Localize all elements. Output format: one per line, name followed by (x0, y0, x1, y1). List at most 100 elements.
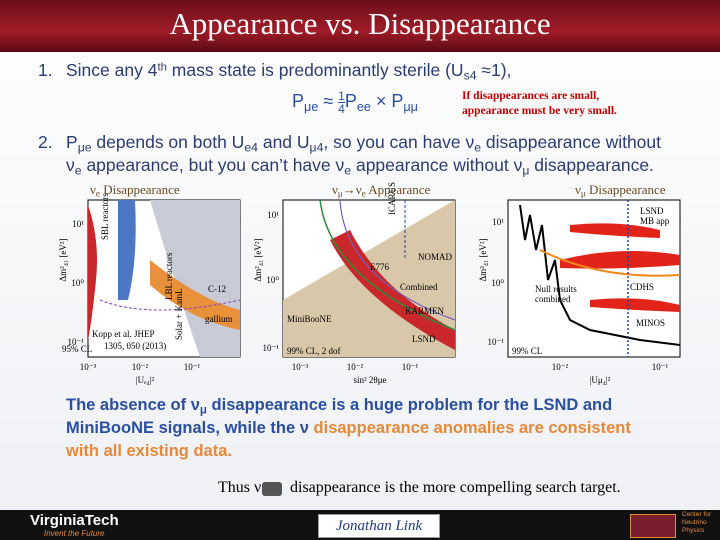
text-segment: P (292, 91, 305, 112)
text-segment: disappearance without (481, 132, 662, 152)
y-tick-label: 10¹ (492, 217, 504, 227)
text-segment: MiniBooNE signals, while the ν (66, 419, 309, 437)
center-line: Center for (682, 511, 711, 518)
text-segment: mass state is predominantly sterile (U (166, 60, 464, 80)
text-segment: ≈1), (476, 60, 512, 80)
item-number: 2. (38, 132, 53, 152)
item-number: 1. (38, 60, 53, 80)
text-segment: disappearance is a huge problem for the … (206, 396, 613, 414)
plot-annotation: combined (535, 294, 571, 304)
text-segment: ν (90, 182, 96, 197)
text-segment: Appearance (365, 182, 431, 197)
text-segment: , so you can have ν (323, 132, 475, 152)
text-segment: with all existing data. (66, 442, 232, 460)
x-tick-label: 10⁻¹ (184, 362, 201, 372)
note-line: If disappearances are small, (462, 90, 600, 102)
text-segment: appearance without ν (351, 155, 523, 175)
y-tick-label: 10⁰ (266, 275, 279, 285)
x-tick-label: 10⁻¹ (652, 362, 669, 372)
plot-annotation: LBL reactors (164, 252, 174, 300)
x-tick-label: 10⁻¹ (402, 362, 419, 372)
text-segment: and U (257, 132, 310, 152)
x-tick-label: 10⁻³ (292, 362, 309, 372)
plot-annotation: Null results (535, 284, 577, 294)
item-line: νe appearance, but you can’t have νe app… (66, 155, 654, 178)
text-segment: μ (522, 163, 530, 178)
y-axis-label: Δm²₄₁ [eV²] (58, 238, 68, 281)
plot-annotation: Kopp et al. JHEP (92, 329, 155, 339)
y-tick-label: 10⁰ (71, 278, 84, 288)
x-tick-label: 10⁻² (552, 362, 569, 372)
y-tick-label: 10⁻¹ (263, 343, 280, 353)
university: VirginiaTech (30, 512, 119, 529)
text-segment: μ4 (309, 140, 324, 155)
x-axis-label: |Uₑ₄|² (136, 375, 155, 385)
text-segment: P (66, 132, 78, 152)
numerator: 1 (338, 89, 345, 103)
plot-annotation: SBL reactors (100, 193, 110, 240)
plot-title: νμ Disappearance (575, 182, 666, 199)
conclusion-line: The absence of νμ disappearance is a hug… (66, 396, 612, 416)
text-segment: μe (77, 140, 92, 155)
text-segment: e (361, 188, 366, 199)
plot-graphics (87, 199, 681, 358)
text-segment: e (474, 140, 482, 155)
title: Appearance vs. Disappearance (169, 6, 551, 41)
plot-annotation: 99% CL (512, 346, 542, 356)
motto: Invent the Future (44, 529, 105, 538)
text-segment: th (157, 61, 167, 74)
text-segment: Since any 4 (66, 60, 158, 80)
formula-lhs: Pμe ≈ (292, 91, 339, 115)
plot-annotation: 95% CL (62, 344, 92, 354)
x-axis-label: sin² 2θμe (353, 375, 386, 385)
center-line: Physics (682, 527, 705, 534)
closing-after: disappearance is the more compelling sea… (290, 479, 621, 496)
text-segment: appearance, but you can’t have ν (81, 155, 345, 175)
x-axis-label: |Uμ₄|² (590, 375, 611, 385)
plot-annotation: MINOS (636, 318, 665, 328)
text-segment: μ (337, 188, 343, 199)
text-segment: disappearance. (529, 155, 654, 175)
y-tick-label: 10⁻¹ (68, 337, 85, 347)
plot-annotation: Combined (400, 282, 438, 292)
logo (630, 514, 676, 538)
text-segment: e (74, 163, 82, 178)
conclusion-line: MiniBooNE signals, while the ν disappear… (66, 419, 631, 438)
plot-annotation: LSND (412, 334, 436, 344)
closing-before: Thus ν (218, 479, 262, 496)
plot-annotation: ICARUS (387, 182, 397, 215)
y-tick-label: 10⁰ (491, 278, 504, 288)
plot-annotation: MiniBooNE (287, 314, 332, 324)
item-line: Pμe depends on both Ue4 and Uμ4, so you … (66, 132, 661, 155)
text-segment: ν (66, 155, 75, 175)
text-segment: ν (575, 182, 581, 197)
plot-annotation: Solar + KamL (174, 288, 184, 340)
text-segment: e4 (244, 140, 258, 155)
text-segment: The absence of ν (66, 396, 200, 414)
plot-annotation: C-12 (208, 284, 226, 294)
plot-annotation: gallium (205, 314, 233, 324)
header-bar (0, 0, 720, 52)
y-axis-label: Δm²₄₁ [eV²] (253, 238, 263, 281)
text-segment: ≈ (318, 91, 339, 112)
formula-rhs: Pee × Pμμ (345, 91, 418, 115)
text-segment: Disappearance (99, 182, 180, 197)
x-tick-label: 10⁻² (132, 362, 149, 372)
icon (262, 482, 282, 496)
center: Center for Neutrino Physics (682, 511, 711, 535)
plot-annotation: CDHS (630, 282, 654, 292)
text-segment: μe (304, 100, 319, 115)
text-segment: μμ (403, 100, 418, 115)
text-segment: →ν (342, 182, 362, 197)
text-segment: disappearance anomalies are consistent (308, 419, 631, 437)
text-segment: e (344, 163, 352, 178)
x-tick-label: 10⁻³ (80, 362, 97, 372)
author: Jonathan Link (318, 514, 440, 538)
y-tick-label: 10¹ (72, 219, 84, 229)
text-segment: ee (356, 100, 371, 115)
plot-annotation: E776 (370, 262, 389, 272)
plot-annotation: KARMEN (405, 306, 445, 316)
text-segment: ν (332, 182, 338, 197)
